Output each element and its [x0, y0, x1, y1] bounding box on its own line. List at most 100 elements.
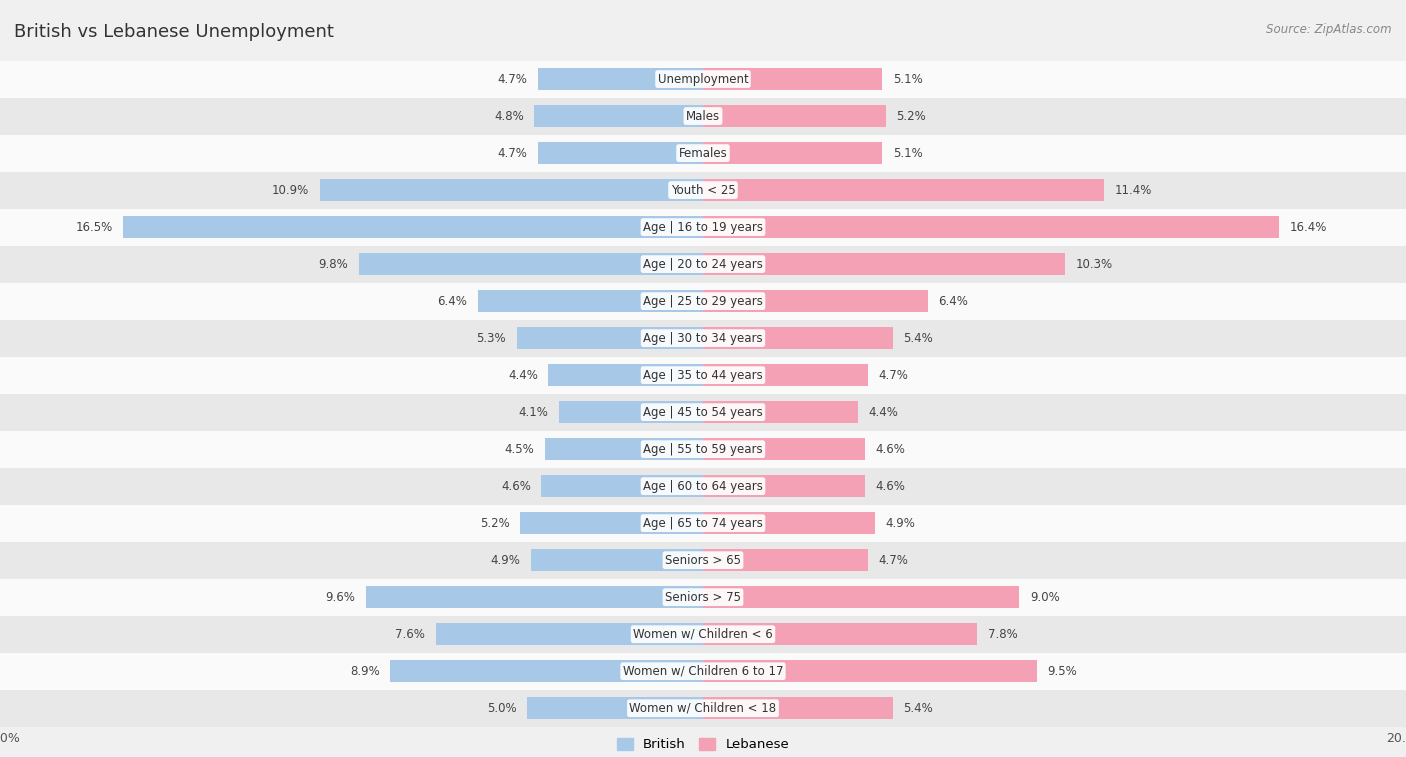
Text: 4.9%: 4.9% [886, 517, 915, 530]
Text: 5.0%: 5.0% [486, 702, 517, 715]
Text: 9.6%: 9.6% [325, 590, 354, 603]
Bar [703, 475, 865, 497]
Text: 4.7%: 4.7% [879, 553, 908, 567]
Text: Age | 30 to 34 years: Age | 30 to 34 years [643, 332, 763, 344]
Text: 16.4%: 16.4% [1291, 220, 1327, 234]
Text: 16.5%: 16.5% [76, 220, 112, 234]
Text: 4.7%: 4.7% [498, 147, 527, 160]
Text: 4.8%: 4.8% [494, 110, 524, 123]
Text: 5.1%: 5.1% [893, 147, 922, 160]
Bar [703, 623, 977, 645]
Text: 10.9%: 10.9% [273, 184, 309, 197]
Bar [703, 512, 875, 534]
Bar [703, 586, 1019, 609]
Text: 5.2%: 5.2% [479, 517, 510, 530]
Text: Seniors > 75: Seniors > 75 [665, 590, 741, 603]
Text: Age | 45 to 54 years: Age | 45 to 54 years [643, 406, 763, 419]
Text: 8.9%: 8.9% [350, 665, 380, 678]
Bar [703, 697, 893, 719]
Bar [703, 142, 883, 164]
Text: 11.4%: 11.4% [1115, 184, 1152, 197]
Bar [0, 431, 1406, 468]
Bar [0, 245, 1406, 282]
Text: Age | 60 to 64 years: Age | 60 to 64 years [643, 480, 763, 493]
Bar [703, 660, 1038, 682]
Text: Age | 35 to 44 years: Age | 35 to 44 years [643, 369, 763, 382]
Text: 4.6%: 4.6% [875, 480, 905, 493]
Text: British vs Lebanese Unemployment: British vs Lebanese Unemployment [14, 23, 335, 41]
Bar [0, 578, 1406, 615]
Text: Age | 65 to 74 years: Age | 65 to 74 years [643, 517, 763, 530]
Text: 4.5%: 4.5% [505, 443, 534, 456]
Text: 5.1%: 5.1% [893, 73, 922, 86]
Bar [517, 327, 703, 349]
Text: 4.4%: 4.4% [508, 369, 537, 382]
Text: 9.0%: 9.0% [1029, 590, 1060, 603]
Text: Age | 16 to 19 years: Age | 16 to 19 years [643, 220, 763, 234]
Bar [0, 542, 1406, 578]
Text: 5.2%: 5.2% [897, 110, 927, 123]
Bar [0, 135, 1406, 172]
Bar [0, 282, 1406, 319]
Text: Age | 25 to 29 years: Age | 25 to 29 years [643, 294, 763, 307]
Bar [0, 98, 1406, 135]
Bar [703, 549, 869, 572]
Text: 6.4%: 6.4% [939, 294, 969, 307]
Bar [0, 505, 1406, 542]
Bar [0, 468, 1406, 505]
Bar [541, 475, 703, 497]
Text: Age | 20 to 24 years: Age | 20 to 24 years [643, 257, 763, 270]
Text: 9.5%: 9.5% [1047, 665, 1077, 678]
Text: Age | 55 to 59 years: Age | 55 to 59 years [643, 443, 763, 456]
Text: Women w/ Children < 18: Women w/ Children < 18 [630, 702, 776, 715]
Text: 4.4%: 4.4% [869, 406, 898, 419]
Bar [560, 401, 703, 423]
Text: Males: Males [686, 110, 720, 123]
Bar [124, 216, 703, 238]
Text: 7.8%: 7.8% [987, 628, 1018, 640]
Bar [366, 586, 703, 609]
Bar [0, 615, 1406, 653]
Text: 4.7%: 4.7% [498, 73, 527, 86]
Text: 5.4%: 5.4% [904, 332, 934, 344]
Bar [703, 327, 893, 349]
Bar [520, 512, 703, 534]
Bar [0, 209, 1406, 245]
Text: 4.1%: 4.1% [519, 406, 548, 419]
Text: Seniors > 65: Seniors > 65 [665, 553, 741, 567]
Bar [703, 253, 1066, 276]
Bar [703, 364, 869, 386]
Bar [478, 290, 703, 312]
Text: 4.7%: 4.7% [879, 369, 908, 382]
Text: Females: Females [679, 147, 727, 160]
Text: 7.6%: 7.6% [395, 628, 426, 640]
Text: Women w/ Children 6 to 17: Women w/ Children 6 to 17 [623, 665, 783, 678]
Text: Unemployment: Unemployment [658, 73, 748, 86]
Bar [703, 290, 928, 312]
Bar [321, 179, 703, 201]
Text: 6.4%: 6.4% [437, 294, 467, 307]
Text: 4.6%: 4.6% [501, 480, 531, 493]
Bar [527, 697, 703, 719]
Bar [0, 357, 1406, 394]
Bar [0, 690, 1406, 727]
Text: 10.3%: 10.3% [1076, 257, 1112, 270]
Bar [359, 253, 703, 276]
Bar [0, 172, 1406, 209]
Text: 4.6%: 4.6% [875, 443, 905, 456]
Legend: British, Lebanese: British, Lebanese [612, 733, 794, 757]
Text: 5.3%: 5.3% [477, 332, 506, 344]
Bar [534, 105, 703, 127]
Text: Source: ZipAtlas.com: Source: ZipAtlas.com [1267, 23, 1392, 36]
Bar [0, 653, 1406, 690]
Bar [0, 394, 1406, 431]
Bar [537, 68, 703, 90]
Bar [703, 401, 858, 423]
Bar [537, 142, 703, 164]
Bar [703, 216, 1279, 238]
Bar [391, 660, 703, 682]
Bar [546, 438, 703, 460]
Bar [436, 623, 703, 645]
Text: 5.4%: 5.4% [904, 702, 934, 715]
Text: Youth < 25: Youth < 25 [671, 184, 735, 197]
